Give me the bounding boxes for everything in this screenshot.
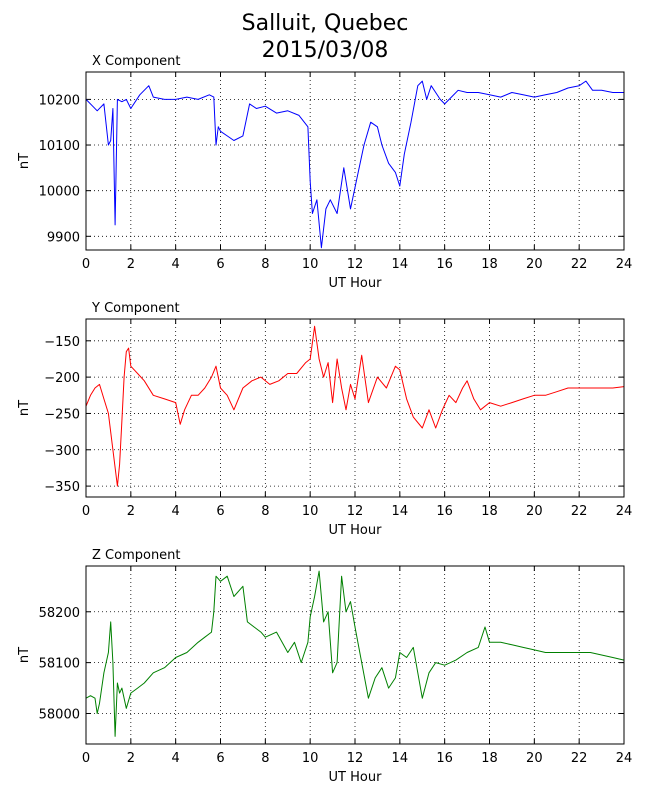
panel-1-x-tick-label: 16 (436, 257, 453, 272)
panel-1-x-tick-label: 20 (526, 257, 543, 272)
panel-3-y-tick-label: 58100 (39, 657, 80, 672)
panel-2-x-tick-label: 16 (436, 504, 453, 519)
panel-3-x-tick-label: 8 (261, 751, 269, 766)
panel-1-series-line (85, 80, 624, 249)
panel-3-x-tick-label: 0 (82, 751, 90, 766)
panel-1-x-tick-label: 12 (347, 257, 364, 272)
panel-1-title: X Component (92, 54, 181, 69)
panel-1-y-axis-label: nT (17, 153, 32, 169)
panel-2-x-tick-label: 10 (302, 504, 319, 519)
panel-2-y-tick-label: −250 (44, 407, 80, 422)
chart-title-date: 2015/03/08 (261, 38, 389, 63)
panel-2-y-tick-label: −150 (44, 335, 80, 350)
panel-2-x-tick-label: 18 (481, 504, 498, 519)
panel-1-x-tick-label: 22 (571, 257, 588, 272)
panel-1-y-tick-label: 10000 (39, 185, 80, 200)
panel-2-y-axis-label: nT (17, 400, 32, 416)
panel-2-x-tick-label: 6 (216, 504, 224, 519)
panel-3-series-line (85, 570, 625, 737)
panel-1-frame (85, 71, 625, 251)
panel-3-y-tick-label: 58000 (39, 707, 80, 722)
panel-3-title: Z Component (92, 548, 181, 563)
panel-1-x-tick-label: 2 (127, 257, 135, 272)
panel-1-x-tick-label: 4 (172, 257, 180, 272)
panel-2-x-tick-label: 22 (571, 504, 588, 519)
panel-1-x-axis-label: UT Hour (329, 276, 383, 291)
panel-3-x-tick-label: 20 (526, 751, 543, 766)
panel-1-x-tick-label: 8 (261, 257, 269, 272)
panel-2-frame (85, 318, 625, 498)
panel-3-x-tick-label: 4 (172, 751, 180, 766)
panel-1-y-tick-label: 10200 (39, 93, 80, 108)
panel-2-x-tick-label: 24 (616, 504, 633, 519)
panel-3-x-tick-label: 10 (302, 751, 319, 766)
panel-3-x-axis-label: UT Hour (329, 770, 383, 785)
panel-3-x-tick-label: 18 (481, 751, 498, 766)
panel-2-y-tick-label: −200 (44, 371, 80, 386)
panel-2-x-tick-label: 0 (82, 504, 90, 519)
panel-3-y-tick-label: 58200 (39, 606, 80, 621)
panel-1-y-tick-label: 9900 (47, 230, 80, 245)
panel-1-x-tick-label: 18 (481, 257, 498, 272)
panel-1-x-tick-label: 10 (302, 257, 319, 272)
panel-2-x-tick-label: 4 (172, 504, 180, 519)
chart-title: Salluit, Quebec 2015/03/08 (0, 10, 650, 64)
panel-3-x-tick-label: 12 (347, 751, 364, 766)
panel-1-x-tick-label: 14 (392, 257, 409, 272)
panel-2-x-tick-label: 2 (127, 504, 135, 519)
panel-2-x-tick-label: 20 (526, 504, 543, 519)
panel-2-x-tick-label: 14 (392, 504, 409, 519)
panel-2-y-tick-label: −300 (44, 444, 80, 459)
panel-2-x-tick-label: 12 (347, 504, 364, 519)
panel-3-x-tick-label: 14 (392, 751, 409, 766)
panel-2-y-tick-label: −350 (44, 480, 80, 495)
panel-3-y-axis-label: nT (17, 647, 32, 663)
panel-3-x-tick-label: 22 (571, 751, 588, 766)
panel-1-x-tick-label: 6 (216, 257, 224, 272)
panel-1-x-tick-label: 24 (616, 257, 633, 272)
panel-3-x-tick-label: 16 (436, 751, 453, 766)
panel-2-x-axis-label: UT Hour (329, 523, 383, 538)
panel-3-x-tick-label: 6 (216, 751, 224, 766)
panel-3-frame (85, 565, 625, 745)
panel-3-x-tick-label: 2 (127, 751, 135, 766)
panel-3-x-tick-label: 24 (616, 751, 633, 766)
chart-title-station: Salluit, Quebec (241, 11, 409, 36)
panel-2-x-tick-label: 8 (261, 504, 269, 519)
panel-1-x-tick-label: 0 (82, 257, 90, 272)
panel-2-series-line (85, 325, 625, 487)
panel-1-y-tick-label: 10100 (39, 139, 80, 154)
panel-2-title: Y Component (91, 301, 180, 316)
